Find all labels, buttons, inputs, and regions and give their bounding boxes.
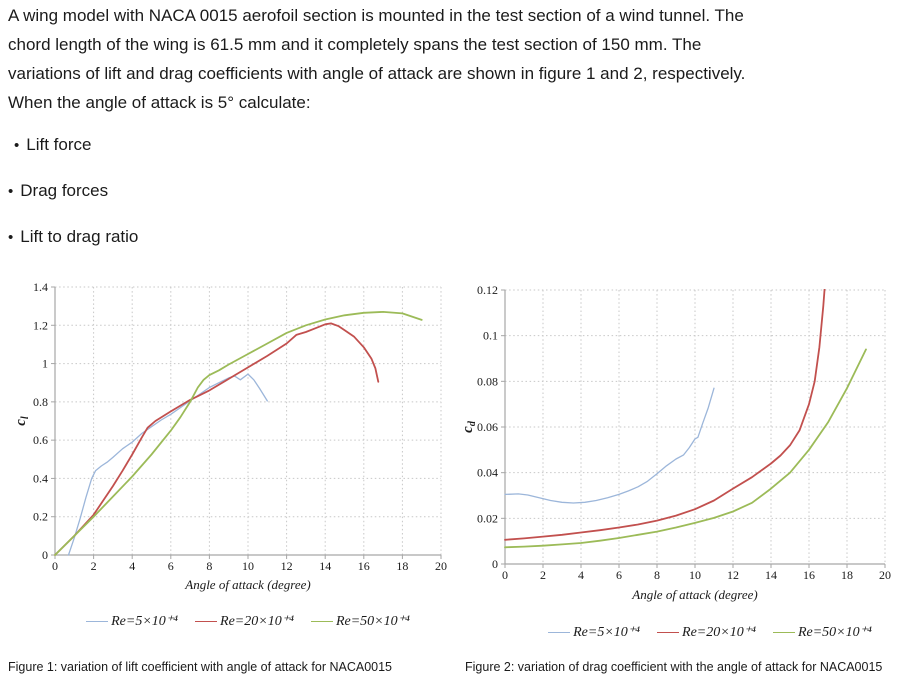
bullet-label: Lift to drag ratio bbox=[20, 227, 139, 246]
x-tick-label: 6 bbox=[616, 568, 622, 582]
legend-label: Re=5×10⁺⁴ bbox=[573, 625, 641, 640]
y-tick-label: 0.1 bbox=[483, 329, 498, 343]
bullet-label: Lift force bbox=[26, 135, 92, 154]
x-tick-label: 8 bbox=[654, 568, 660, 582]
lift-coefficient-chart: 0 2 4 6 8 10 12 14 16 18 20 0 0.2 0.4 0.6 0.8 1 1.2 1.4 Ang… bbox=[13, 280, 447, 592]
x-tick-label: 12 bbox=[727, 568, 739, 582]
legend-item: Re=20×10⁺⁴ bbox=[195, 613, 294, 630]
x-tick-label: 4 bbox=[578, 568, 584, 582]
x-axis-title: Angle of attack (degree) bbox=[184, 577, 311, 592]
legend-label: Re=5×10⁺⁴ bbox=[111, 614, 179, 629]
legend-line-swatch bbox=[772, 631, 795, 634]
legend-line-swatch bbox=[310, 620, 333, 623]
bullet-label: Drag forces bbox=[20, 181, 109, 200]
bullet-item-drag-forces: • Drag forces bbox=[8, 179, 108, 203]
y-tick-label: 0.06 bbox=[477, 420, 498, 434]
problem-line: A wing model with NACA 0015 aerofoil sec… bbox=[8, 6, 744, 25]
x-tick-label: 0 bbox=[502, 568, 508, 582]
bullet-marker: • bbox=[14, 137, 20, 154]
bullet-marker: • bbox=[8, 183, 14, 200]
legend-item: Re=50×10⁺⁴ bbox=[310, 613, 410, 630]
series-line bbox=[54, 311, 423, 556]
series-line bbox=[67, 373, 268, 556]
legend-line-swatch bbox=[657, 631, 680, 634]
x-tick-label: 16 bbox=[358, 559, 370, 573]
legend-line-swatch bbox=[86, 620, 109, 623]
drag-coefficient-chart: 0 2 4 6 8 10 12 14 16 18 20 0 0.02 0.04 0.06 0.08 0.1 0.1… bbox=[460, 283, 891, 602]
legend-item: Re=5×10⁺⁴ bbox=[86, 613, 178, 630]
y-tick-label: 0.2 bbox=[33, 510, 48, 524]
figure-2-caption: Figure 2: variation of drag coefficient … bbox=[465, 660, 883, 674]
legend-item: Re=50×10⁺⁴ bbox=[772, 624, 872, 641]
series-line bbox=[504, 289, 826, 541]
x-tick-label: 18 bbox=[396, 559, 408, 573]
charts-row: 0 2 4 6 8 10 12 14 16 18 20 0 0.2 0.4 0.6 0.8 1 1.2 1.4 Ang… bbox=[0, 278, 901, 608]
y-tick-label: 0 bbox=[492, 557, 498, 571]
lift-chart-legend: Re=5×10⁺⁴ Re=20×10⁺⁴ Re=50×10⁺⁴ bbox=[55, 613, 441, 630]
legend-label: Re=50×10⁺⁴ bbox=[797, 625, 872, 640]
x-tick-label: 10 bbox=[242, 559, 254, 573]
legend-line-swatch bbox=[548, 631, 571, 634]
y-tick-label: 0.6 bbox=[33, 433, 48, 447]
legend-label: Re=20×10⁺⁴ bbox=[682, 625, 756, 640]
x-tick-label: 18 bbox=[841, 568, 853, 582]
x-axis-title: Angle of attack (degree) bbox=[631, 587, 758, 602]
x-tick-label: 12 bbox=[281, 559, 293, 573]
problem-line: When the angle of attack is 5° calculate… bbox=[8, 93, 311, 112]
legend-item: Re=5×10⁺⁴ bbox=[548, 624, 640, 641]
y-tick-label: 1 bbox=[42, 357, 48, 371]
x-tick-label: 6 bbox=[168, 559, 174, 573]
series-line bbox=[504, 348, 867, 549]
legend-item: Re=20×10⁺⁴ bbox=[657, 624, 756, 641]
y-tick-label: 1.2 bbox=[33, 318, 48, 332]
x-tick-label: 0 bbox=[52, 559, 58, 573]
problem-line: chord length of the wing is 61.5 mm and … bbox=[8, 35, 702, 54]
x-tick-label: 16 bbox=[803, 568, 815, 582]
x-tick-label: 8 bbox=[206, 559, 212, 573]
problem-line: variations of lift and drag coefficients… bbox=[8, 64, 746, 83]
x-tick-label: 14 bbox=[319, 559, 331, 573]
legend-line-swatch bbox=[195, 620, 218, 623]
x-tick-label: 20 bbox=[879, 568, 891, 582]
series-line bbox=[504, 387, 715, 504]
legend-label: Re=50×10⁺⁴ bbox=[335, 614, 410, 629]
drag-chart-legend: Re=5×10⁺⁴ Re=20×10⁺⁴ Re=50×10⁺⁴ bbox=[520, 624, 900, 641]
figure-1-caption: Figure 1: variation of lift coefficient … bbox=[8, 660, 392, 674]
x-tick-label: 10 bbox=[689, 568, 701, 582]
y-tick-label: 0.02 bbox=[477, 511, 498, 525]
x-tick-label: 2 bbox=[540, 568, 546, 582]
y-tick-label: 0.4 bbox=[33, 471, 48, 485]
x-tick-label: 4 bbox=[129, 559, 135, 573]
bullet-item-lift-drag-ratio: • Lift to drag ratio bbox=[8, 225, 138, 249]
y-tick-label: 0.04 bbox=[477, 466, 498, 480]
problem-statement: A wing model with NACA 0015 aerofoil sec… bbox=[8, 1, 898, 117]
y-tick-label: 0.08 bbox=[477, 374, 498, 388]
series-line bbox=[54, 322, 380, 556]
y-tick-label: 1.4 bbox=[33, 280, 48, 294]
y-axis-title: cd bbox=[460, 420, 478, 433]
bullet-item-lift-force: • Lift force bbox=[14, 133, 91, 157]
y-tick-label: 0.8 bbox=[33, 395, 48, 409]
y-tick-label: 0 bbox=[42, 548, 48, 562]
y-axis-title: cl bbox=[13, 416, 31, 426]
legend-label: Re=20×10⁺⁴ bbox=[220, 614, 294, 629]
y-tick-label: 0.12 bbox=[477, 283, 498, 297]
x-tick-label: 2 bbox=[91, 559, 97, 573]
x-tick-label: 14 bbox=[765, 568, 777, 582]
x-tick-label: 20 bbox=[435, 559, 447, 573]
bullet-marker: • bbox=[8, 229, 14, 246]
